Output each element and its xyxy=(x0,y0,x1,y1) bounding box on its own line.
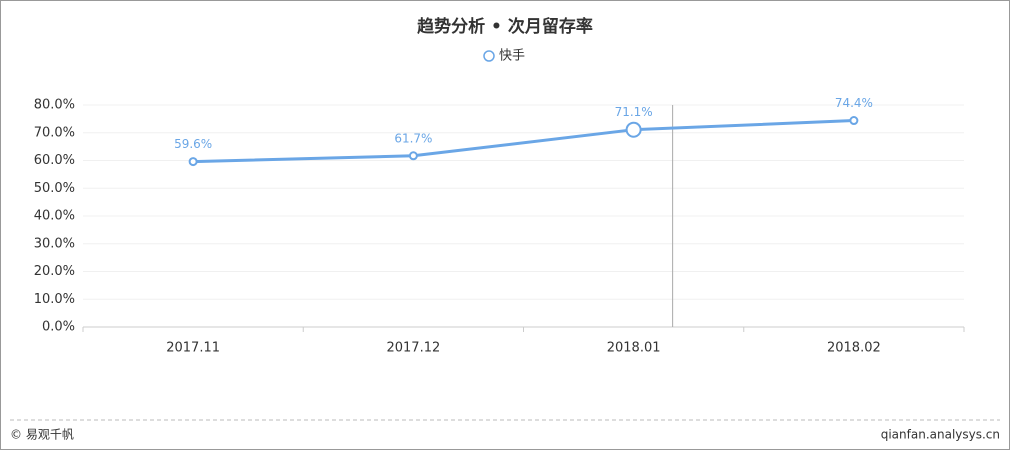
x-tick-label: 2018.01 xyxy=(607,341,661,356)
x-tick-label: 2017.11 xyxy=(166,341,220,356)
data-label: 74.4% xyxy=(835,96,873,110)
legend-label: 快手 xyxy=(499,49,525,64)
y-tick-label: 70.0% xyxy=(34,125,75,140)
chart-title: 趋势分析 • 次月留存率 xyxy=(417,16,593,37)
x-tick-label: 2018.02 xyxy=(827,341,881,356)
data-label: 59.6% xyxy=(174,137,212,151)
line xyxy=(193,119,854,164)
x-tick-label: 2017.12 xyxy=(386,341,440,356)
y-tick-label: 40.0% xyxy=(34,209,75,224)
legend-marker xyxy=(483,50,495,62)
data-label: 71.1% xyxy=(615,105,653,119)
footer-left: © 易观千帆 xyxy=(10,427,74,442)
y-tick-label: 30.0% xyxy=(34,236,75,251)
y-tick-label: 10.0% xyxy=(34,292,75,307)
data-label: 61.7% xyxy=(394,131,432,145)
y-tick-label: 50.0% xyxy=(34,181,75,196)
y-tick-label: 80.0% xyxy=(34,98,75,113)
y-tick-label: 0.0% xyxy=(42,320,75,335)
y-tick-label: 60.0% xyxy=(34,153,75,168)
y-tick-label: 20.0% xyxy=(34,264,75,279)
data-point xyxy=(625,121,642,138)
data-point xyxy=(188,157,198,167)
data-point xyxy=(849,116,859,126)
footer-right: qianfan.analysys.cn xyxy=(881,428,1000,442)
data-point xyxy=(408,151,418,161)
